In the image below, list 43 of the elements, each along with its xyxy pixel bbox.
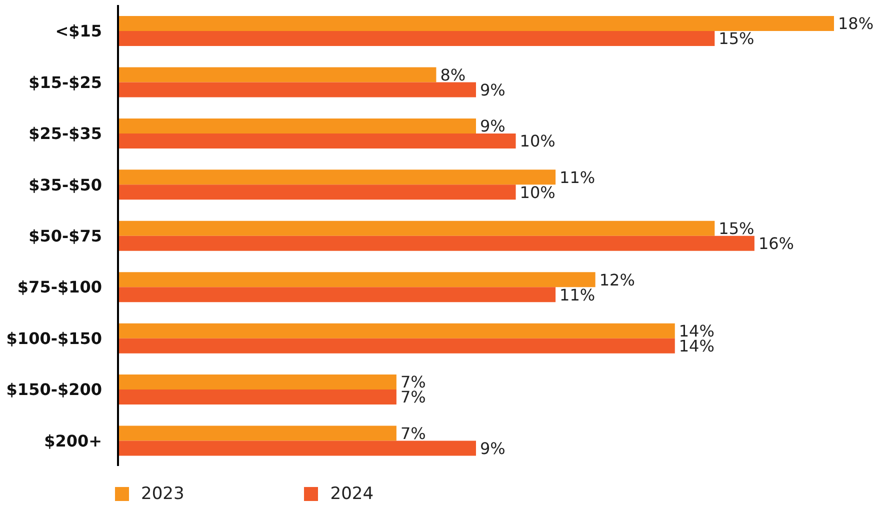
bar [118, 272, 596, 288]
y-tick-label: $100-$150 [6, 328, 102, 348]
bar [118, 374, 396, 390]
bar [118, 220, 715, 236]
data-label: 7% [400, 424, 426, 443]
data-label: 10% [520, 132, 556, 151]
data-label: 9% [480, 116, 506, 136]
data-label: 11% [560, 285, 596, 304]
data-label: 15% [718, 219, 754, 238]
data-label: 9% [480, 438, 506, 458]
bar [118, 390, 396, 405]
y-tick-label: $15-$25 [28, 72, 102, 92]
bar [118, 170, 556, 185]
bar [118, 287, 556, 302]
bar [118, 31, 715, 46]
bar [118, 338, 675, 354]
y-tick-label: <$15 [55, 22, 102, 41]
bar [118, 440, 476, 456]
bar [118, 82, 476, 98]
data-label: 18% [838, 14, 874, 34]
bar [118, 67, 436, 82]
bar [118, 323, 675, 338]
legend-label: 2024 [330, 484, 374, 504]
y-tick-label: $50-$75 [28, 226, 102, 246]
bar [118, 426, 396, 441]
bar [118, 236, 754, 251]
y-tick-label: $25-$35 [28, 124, 102, 144]
data-label: 16% [758, 234, 794, 254]
y-tick-label: $150-$200 [6, 380, 102, 400]
data-label: 9% [480, 80, 506, 100]
data-label: 8% [440, 65, 466, 84]
legend-label: 2023 [141, 484, 184, 504]
bar [118, 133, 516, 148]
data-label: 10% [520, 182, 556, 202]
data-label: 11% [560, 168, 596, 187]
y-tick-label: $35-$50 [28, 175, 102, 194]
bar [118, 184, 516, 200]
bar [118, 16, 834, 31]
data-label: 15% [718, 29, 754, 48]
y-tick-label: $200+ [44, 431, 102, 450]
data-label: 12% [599, 270, 635, 290]
bar [118, 118, 476, 134]
y-tick-label: $75-$100 [17, 278, 102, 297]
